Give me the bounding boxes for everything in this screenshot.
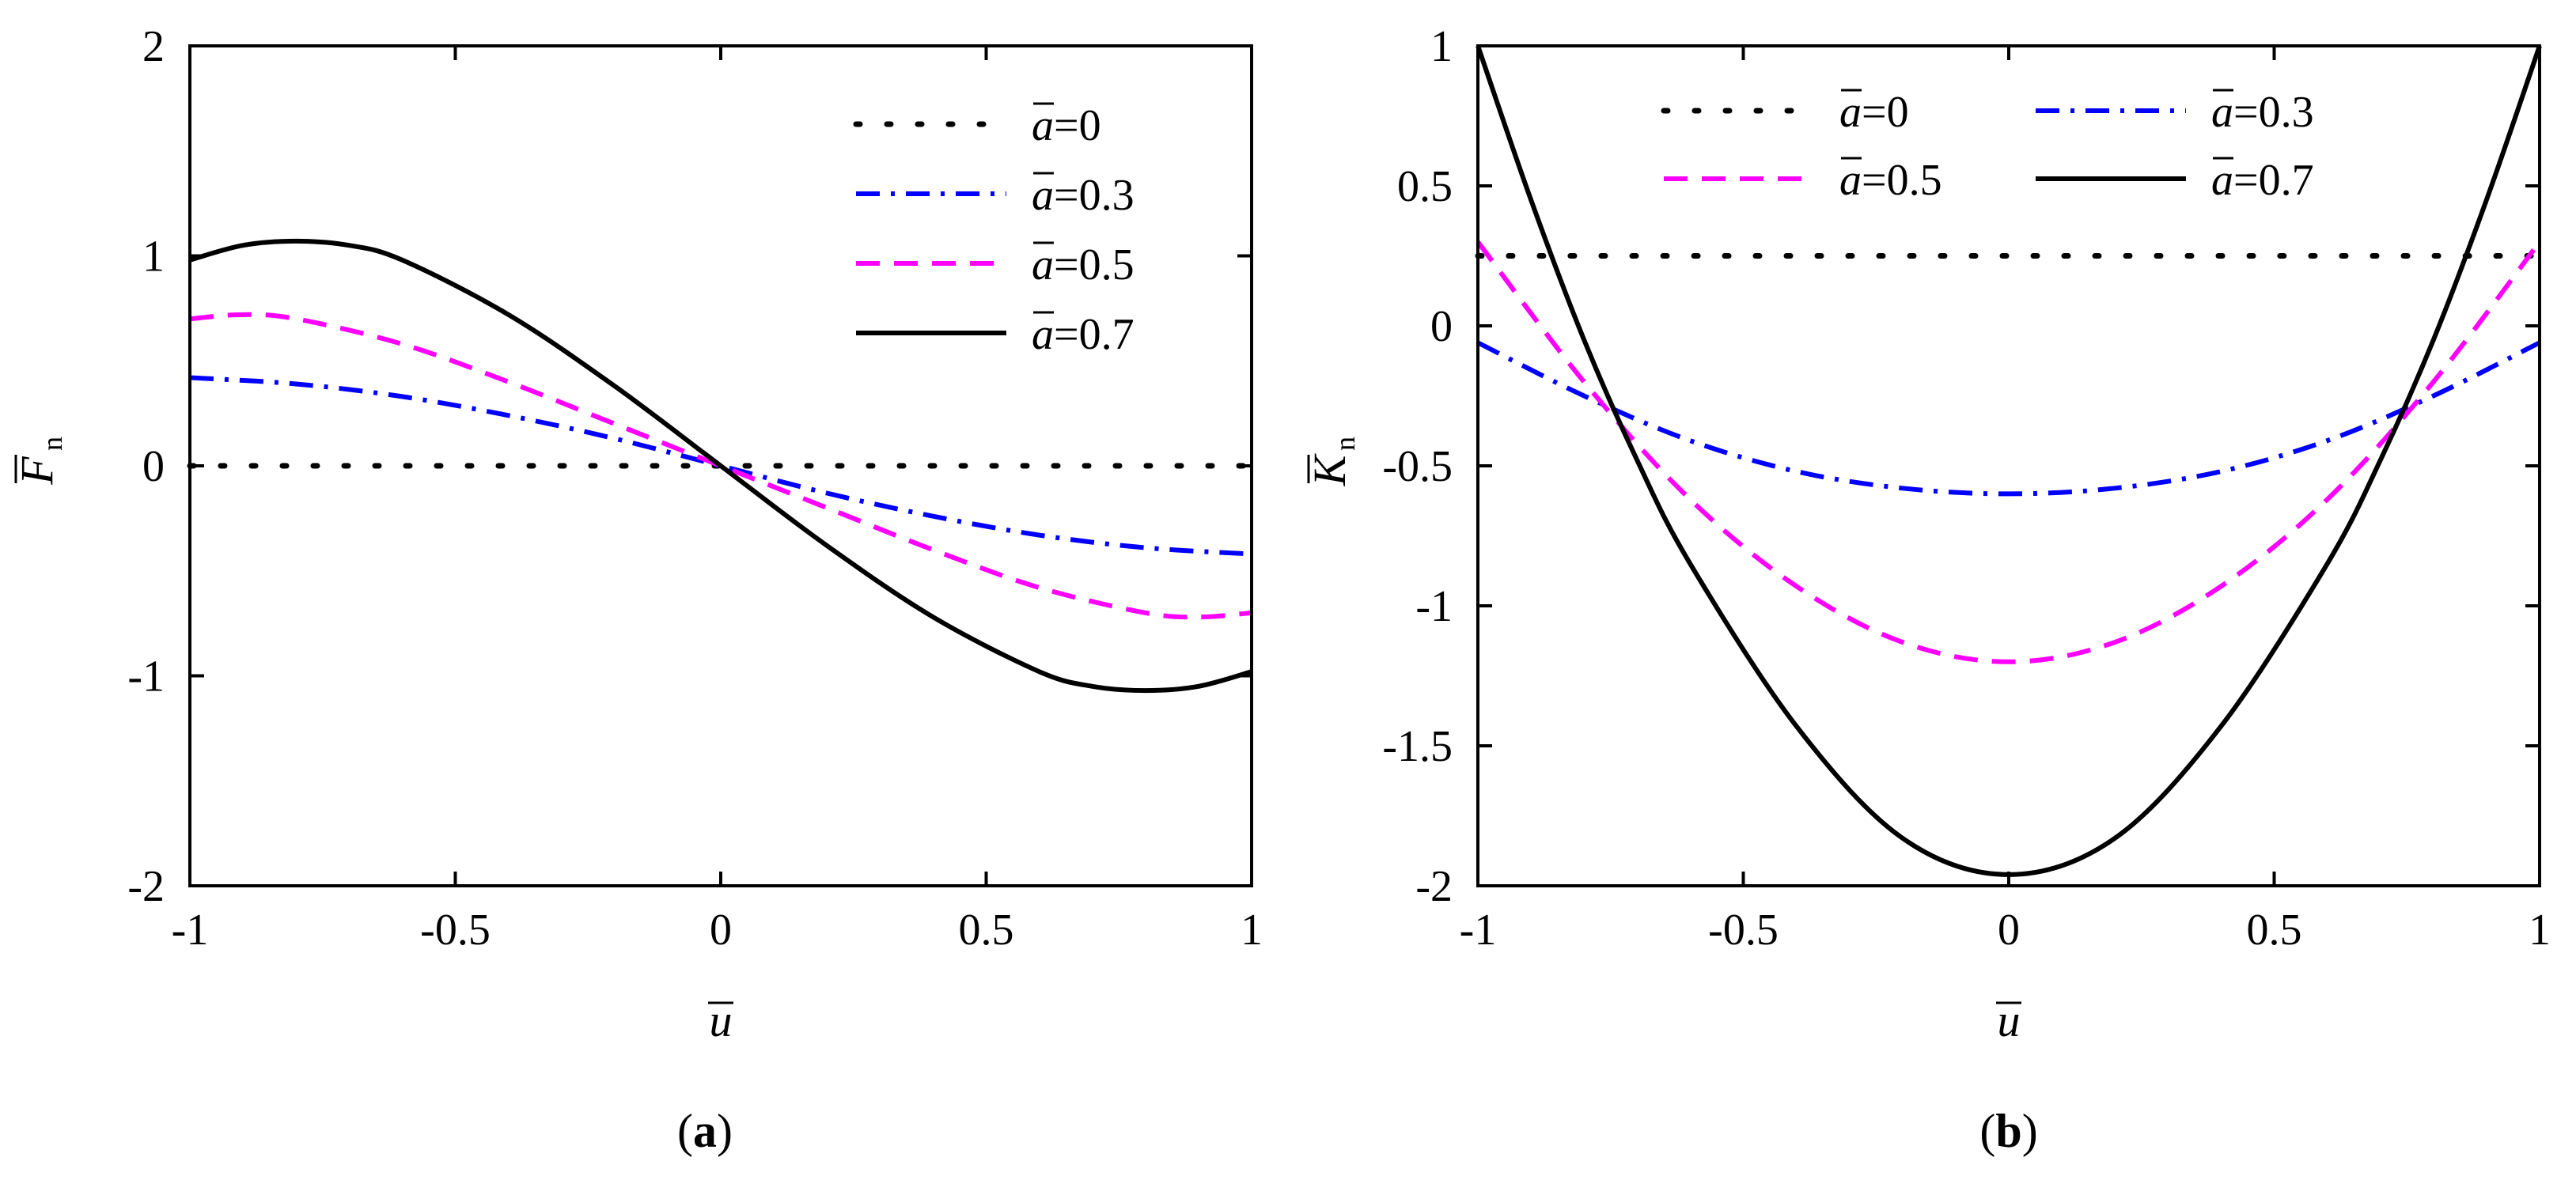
legend-label-variable: a (1839, 156, 1862, 205)
x-tick-label: 1 (1241, 906, 1263, 955)
panel-caption-close: ) (717, 1105, 733, 1157)
panel-a: -1 -0.5 0 0.5 1-2-1012uFna=0a=0.3a=0.5a=0.7(… (11, 22, 1263, 1157)
y-tick-label: -0.5 (1382, 442, 1453, 491)
legend-label: a=0 (1032, 101, 1101, 150)
panel-caption-open: ( (677, 1105, 693, 1157)
panel-caption-letter: b (1995, 1105, 2021, 1157)
legend-label: a=0.3 (1032, 171, 1135, 220)
y-axis-label-subscript: n (1329, 437, 1361, 451)
series-line-solid (189, 238, 1252, 694)
legend-label-value: =0 (1862, 88, 1909, 137)
legend-label-value: =0.3 (1054, 171, 1135, 220)
series-line-dashed (1476, 240, 2542, 664)
y-tick-label: 1 (142, 233, 165, 282)
legend-label: a=0.3 (2211, 88, 2314, 137)
legend-label-variable: a (1032, 240, 1054, 289)
y-tick-label: 0 (1430, 302, 1453, 351)
legend-label-variable: a (1032, 310, 1054, 359)
legend-label-variable: a (2211, 88, 2233, 137)
y-axis-label-group: Kn (1304, 437, 1361, 486)
legend-label: a=0 (1839, 88, 1909, 137)
x-tick-label: 0 (1998, 906, 2020, 955)
panel-caption-open: ( (1979, 1105, 1995, 1157)
y-axis-label: K (1304, 452, 1355, 486)
y-tick-label: -1 (127, 652, 165, 702)
panel-caption-close: ) (2022, 1105, 2038, 1157)
legend-label-value: =0.7 (2233, 156, 2314, 205)
panel-caption-letter: a (693, 1105, 717, 1157)
panel-caption: (a) (677, 1105, 733, 1157)
y-tick-label: 1 (1430, 22, 1453, 71)
series-line-dashed (189, 312, 1252, 620)
y-axis-label: F (11, 456, 63, 486)
legend-label-value: =0.5 (1054, 240, 1135, 289)
x-tick-label: 0.5 (959, 906, 1014, 955)
y-tick-label: 2 (142, 22, 165, 71)
y-tick-label: -2 (1415, 862, 1453, 911)
legend-label-value: =0.7 (1054, 310, 1135, 359)
legend-label-variable: a (1032, 101, 1054, 150)
x-tick-label: -1 (1460, 906, 1497, 955)
y-tick-label: -1.5 (1382, 722, 1453, 771)
series-line-dashdot (1476, 340, 2541, 497)
legend-label-variable: a (2211, 156, 2233, 205)
legend-label: a=0.7 (1032, 310, 1135, 359)
x-tick-label: 1 (2529, 906, 2551, 955)
legend-label-value: =0.5 (1862, 156, 1942, 205)
x-tick-label: -0.5 (1708, 906, 1779, 955)
legend-label-variable: a (1032, 171, 1054, 220)
panel-caption: (b) (1979, 1105, 2037, 1157)
legend-label-value: =0.3 (2233, 88, 2314, 137)
series-line-solid (1476, 45, 2542, 877)
y-tick-label: 0 (142, 442, 165, 491)
plot-frame (1476, 44, 2541, 887)
x-tick-label: 0 (710, 906, 732, 955)
series-line-dashdot (189, 375, 1252, 557)
y-axis-label-subscript: n (36, 437, 68, 451)
y-axis-label-group: Fn (11, 437, 68, 486)
x-tick-label: 0.5 (2247, 906, 2302, 955)
legend-label-variable: a (1839, 88, 1862, 137)
legend-label: a=0.5 (1839, 156, 1942, 205)
legend-label: a=0.7 (2211, 156, 2314, 205)
y-tick-label: -2 (127, 862, 165, 911)
legend-label: a=0.5 (1032, 240, 1135, 289)
x-tick-label: -0.5 (420, 906, 491, 955)
x-tick-label: -1 (172, 906, 209, 955)
y-tick-label: -1 (1415, 582, 1453, 631)
legend-label-value: =0 (1054, 101, 1101, 150)
y-tick-label: 0.5 (1397, 162, 1453, 211)
